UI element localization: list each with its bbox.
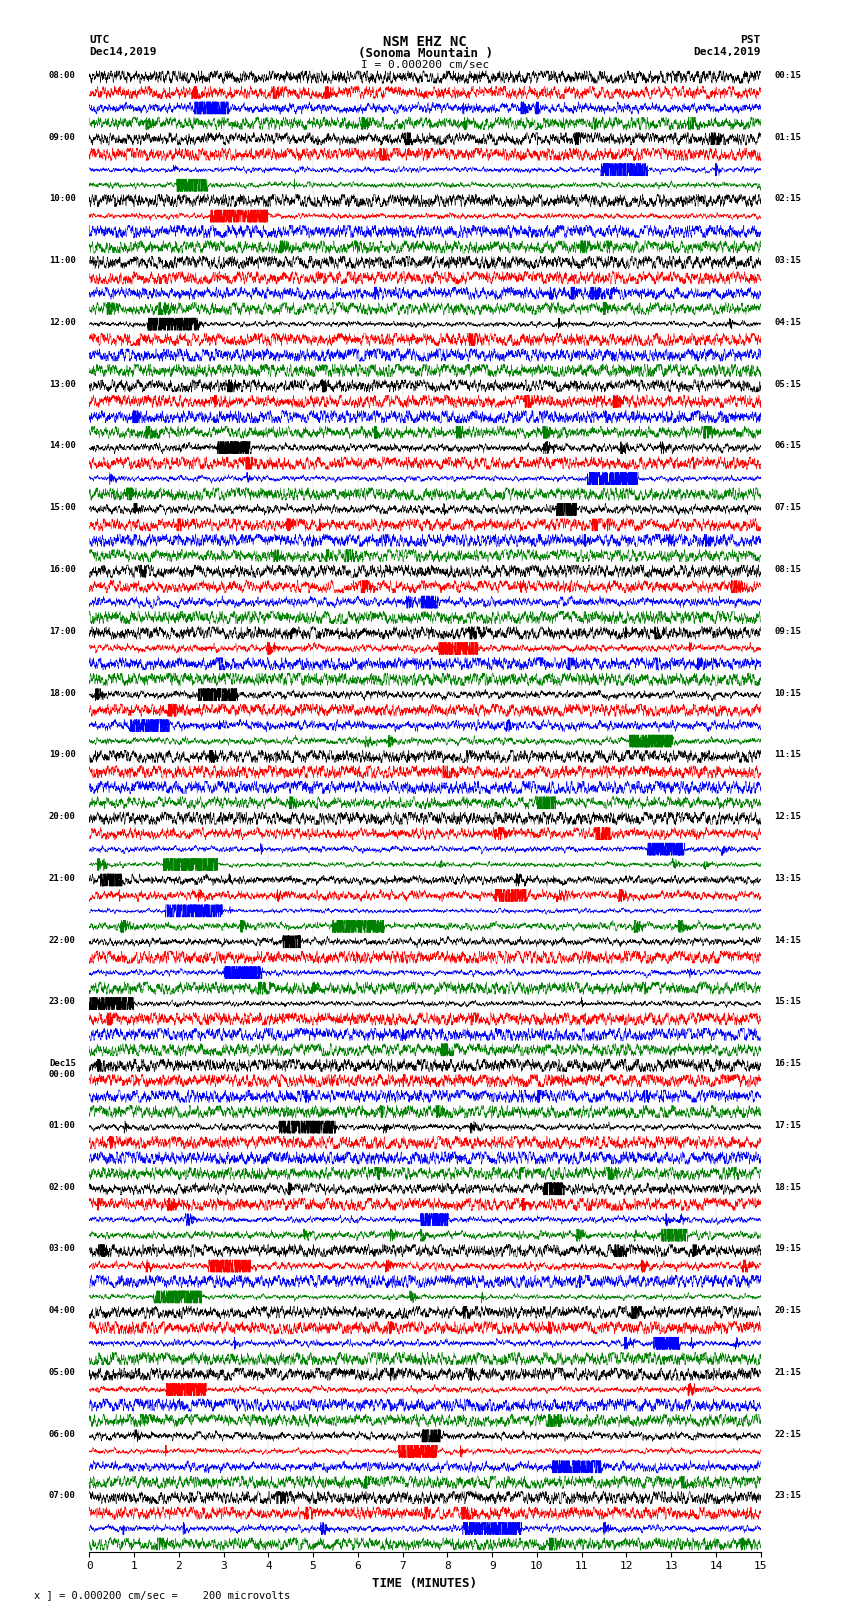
Text: x ] = 0.000200 cm/sec =    200 microvolts: x ] = 0.000200 cm/sec = 200 microvolts bbox=[34, 1590, 290, 1600]
Text: 02:15: 02:15 bbox=[774, 195, 801, 203]
Text: 06:15: 06:15 bbox=[774, 442, 801, 450]
Text: 05:00: 05:00 bbox=[49, 1368, 76, 1378]
Text: 06:00: 06:00 bbox=[49, 1429, 76, 1439]
Text: 14:15: 14:15 bbox=[774, 936, 801, 945]
Text: PST: PST bbox=[740, 35, 761, 45]
Text: 19:00: 19:00 bbox=[49, 750, 76, 760]
Text: 13:00: 13:00 bbox=[49, 379, 76, 389]
Text: 16:00: 16:00 bbox=[49, 565, 76, 574]
Text: 12:15: 12:15 bbox=[774, 811, 801, 821]
Text: 19:15: 19:15 bbox=[774, 1244, 801, 1253]
X-axis label: TIME (MINUTES): TIME (MINUTES) bbox=[372, 1578, 478, 1590]
Text: 07:00: 07:00 bbox=[49, 1492, 76, 1500]
Text: 03:00: 03:00 bbox=[49, 1244, 76, 1253]
Text: 18:00: 18:00 bbox=[49, 689, 76, 697]
Text: 09:15: 09:15 bbox=[774, 627, 801, 636]
Text: 04:00: 04:00 bbox=[49, 1307, 76, 1315]
Text: 08:00: 08:00 bbox=[49, 71, 76, 81]
Text: Dec14,2019: Dec14,2019 bbox=[694, 47, 761, 56]
Text: 23:00: 23:00 bbox=[49, 997, 76, 1007]
Text: 21:00: 21:00 bbox=[49, 874, 76, 882]
Text: 03:15: 03:15 bbox=[774, 256, 801, 265]
Text: 20:00: 20:00 bbox=[49, 811, 76, 821]
Text: 10:15: 10:15 bbox=[774, 689, 801, 697]
Text: 02:00: 02:00 bbox=[49, 1182, 76, 1192]
Text: 01:15: 01:15 bbox=[774, 132, 801, 142]
Text: 07:15: 07:15 bbox=[774, 503, 801, 513]
Text: 23:15: 23:15 bbox=[774, 1492, 801, 1500]
Text: Dec14,2019: Dec14,2019 bbox=[89, 47, 156, 56]
Text: 17:15: 17:15 bbox=[774, 1121, 801, 1129]
Text: 05:15: 05:15 bbox=[774, 379, 801, 389]
Text: 14:00: 14:00 bbox=[49, 442, 76, 450]
Text: UTC: UTC bbox=[89, 35, 110, 45]
Text: 16:15: 16:15 bbox=[774, 1060, 801, 1068]
Text: I = 0.000200 cm/sec: I = 0.000200 cm/sec bbox=[361, 60, 489, 69]
Text: 04:15: 04:15 bbox=[774, 318, 801, 327]
Text: 01:00: 01:00 bbox=[49, 1121, 76, 1129]
Text: 21:15: 21:15 bbox=[774, 1368, 801, 1378]
Text: (Sonoma Mountain ): (Sonoma Mountain ) bbox=[358, 47, 492, 60]
Text: NSM EHZ NC: NSM EHZ NC bbox=[383, 35, 467, 50]
Text: Dec15
00:00: Dec15 00:00 bbox=[49, 1060, 76, 1079]
Text: 20:15: 20:15 bbox=[774, 1307, 801, 1315]
Text: 10:00: 10:00 bbox=[49, 195, 76, 203]
Text: 22:15: 22:15 bbox=[774, 1429, 801, 1439]
Text: 11:15: 11:15 bbox=[774, 750, 801, 760]
Text: 22:00: 22:00 bbox=[49, 936, 76, 945]
Text: 08:15: 08:15 bbox=[774, 565, 801, 574]
Text: 15:00: 15:00 bbox=[49, 503, 76, 513]
Text: 17:00: 17:00 bbox=[49, 627, 76, 636]
Text: 00:15: 00:15 bbox=[774, 71, 801, 81]
Text: 11:00: 11:00 bbox=[49, 256, 76, 265]
Text: 15:15: 15:15 bbox=[774, 997, 801, 1007]
Text: 09:00: 09:00 bbox=[49, 132, 76, 142]
Text: 13:15: 13:15 bbox=[774, 874, 801, 882]
Text: 18:15: 18:15 bbox=[774, 1182, 801, 1192]
Text: 12:00: 12:00 bbox=[49, 318, 76, 327]
